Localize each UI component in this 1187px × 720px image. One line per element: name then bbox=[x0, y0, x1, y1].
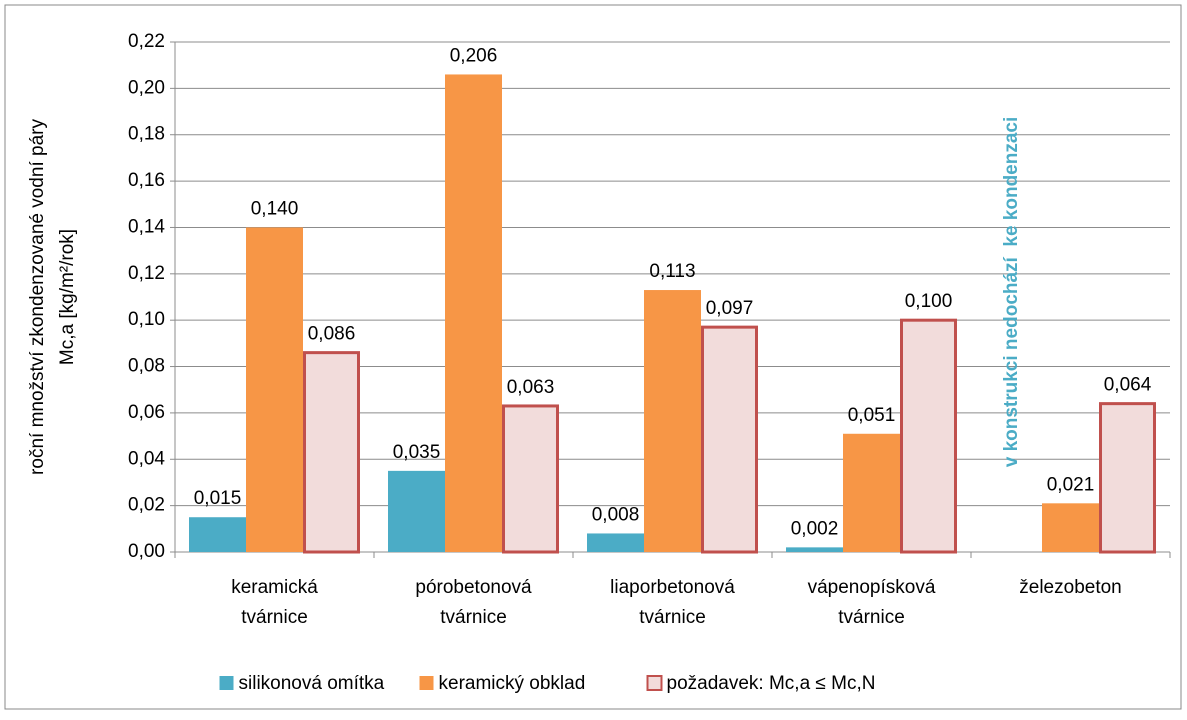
y-tick-label: 0,16 bbox=[128, 170, 165, 191]
value-label: 0,064 bbox=[1104, 375, 1152, 396]
bar bbox=[189, 517, 246, 552]
bar bbox=[644, 290, 701, 552]
y-axis-label: Mc,a [kg/m²/rok] bbox=[57, 229, 78, 365]
bar bbox=[502, 404, 559, 554]
y-tick-label: 0,06 bbox=[128, 402, 165, 423]
x-tick-label: vápenopísková tvárnice bbox=[808, 577, 936, 628]
bar bbox=[303, 351, 360, 554]
bar bbox=[587, 533, 644, 552]
value-label: 0,021 bbox=[1047, 474, 1095, 495]
y-tick-label: 0,00 bbox=[128, 541, 165, 562]
y-tick-label: 0,04 bbox=[128, 448, 165, 469]
bar bbox=[1042, 503, 1099, 552]
x-tick-label: keramická tvárnice bbox=[231, 577, 318, 628]
value-label: 0,206 bbox=[450, 45, 498, 66]
y-tick-label: 0,20 bbox=[128, 77, 165, 98]
x-tick-label: železobeton bbox=[1019, 577, 1121, 598]
legend-swatch bbox=[419, 676, 434, 690]
bar bbox=[843, 433, 900, 552]
value-label: 0,086 bbox=[308, 324, 356, 345]
annotation: v konstrukci nedochází ke kondenzaci bbox=[1001, 117, 1022, 468]
legend-label: požadavek: Mc,a ≤ Mc,N bbox=[667, 673, 876, 694]
value-label: 0,051 bbox=[848, 405, 896, 426]
value-label: 0,015 bbox=[194, 488, 242, 509]
x-tick-label: pórobetonová tvárnice bbox=[415, 577, 532, 628]
bar bbox=[1099, 402, 1156, 554]
legend-label: keramický obklad bbox=[439, 673, 586, 694]
y-tick-label: 0,08 bbox=[128, 356, 165, 377]
y-tick-label: 0,18 bbox=[128, 124, 165, 145]
legend-label: silikonová omítka bbox=[239, 673, 385, 694]
chart-border bbox=[4, 4, 1182, 710]
bar bbox=[445, 74, 502, 553]
value-label: 0,035 bbox=[393, 442, 441, 463]
legend-swatch bbox=[219, 676, 234, 690]
value-label: 0,002 bbox=[791, 518, 839, 539]
y-tick-label: 0,02 bbox=[128, 495, 165, 516]
x-tick-label: liaporbetonová tvárnice bbox=[610, 577, 735, 628]
value-label: 0,140 bbox=[251, 198, 299, 219]
bar bbox=[701, 325, 758, 554]
y-axis-label: roční množství zkondenzované vodní páry bbox=[27, 119, 48, 475]
y-tick-label: 0,22 bbox=[128, 31, 165, 52]
value-label: 0,008 bbox=[592, 504, 640, 525]
value-label: 0,097 bbox=[706, 298, 754, 319]
legend-swatch bbox=[646, 675, 663, 691]
bar bbox=[900, 318, 957, 554]
value-label: 0,063 bbox=[507, 377, 555, 398]
y-tick-label: 0,12 bbox=[128, 263, 165, 284]
y-tick-label: 0,10 bbox=[128, 309, 165, 330]
value-label: 0,113 bbox=[649, 261, 695, 282]
bar bbox=[388, 470, 445, 552]
value-label: 0,100 bbox=[905, 291, 953, 312]
y-tick-label: 0,14 bbox=[128, 216, 165, 237]
bar bbox=[786, 547, 843, 552]
bar bbox=[246, 227, 303, 553]
